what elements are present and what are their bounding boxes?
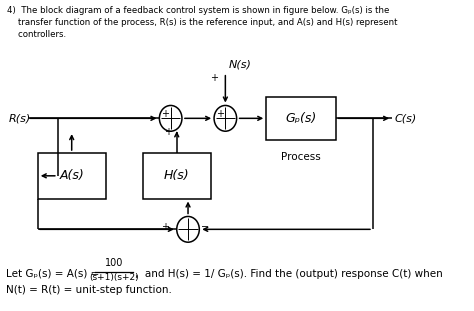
- Text: controllers.: controllers.: [7, 30, 66, 39]
- Text: +: +: [164, 127, 172, 137]
- Text: N(s): N(s): [229, 60, 252, 70]
- Text: +: +: [161, 222, 169, 232]
- Text: +: +: [216, 109, 224, 119]
- Text: 4)  The block diagram of a feedback control system is shown in figure below. Gₚ(: 4) The block diagram of a feedback contr…: [7, 6, 389, 15]
- Text: (s+1)(s+2): (s+1)(s+2): [90, 273, 139, 282]
- Text: ,  and H(s) = 1/ Gₚ(s). Find the (output) response C(t) when: , and H(s) = 1/ Gₚ(s). Find the (output)…: [135, 269, 443, 279]
- Circle shape: [159, 105, 182, 131]
- Text: Gₚ(s): Gₚ(s): [285, 112, 317, 125]
- Bar: [143, 153, 210, 199]
- Text: 100: 100: [105, 258, 123, 268]
- Circle shape: [177, 216, 199, 242]
- Bar: [266, 96, 336, 140]
- Text: transfer function of the process, R(s) is the reference input, and A(s) and H(s): transfer function of the process, R(s) i…: [7, 18, 397, 27]
- Text: R(s): R(s): [9, 113, 31, 123]
- Text: H(s): H(s): [164, 169, 190, 182]
- Text: C(s): C(s): [395, 113, 417, 123]
- Circle shape: [214, 105, 237, 131]
- Text: N(t) = R(t) = unit-step function.: N(t) = R(t) = unit-step function.: [6, 285, 172, 295]
- Text: A(s): A(s): [59, 169, 84, 182]
- Bar: [38, 153, 106, 199]
- Text: +: +: [210, 73, 219, 83]
- Text: −: −: [201, 222, 209, 232]
- Text: +: +: [161, 109, 169, 119]
- Text: Let Gₚ(s) = A(s) =: Let Gₚ(s) = A(s) =: [6, 269, 102, 279]
- Text: Process: Process: [281, 152, 321, 162]
